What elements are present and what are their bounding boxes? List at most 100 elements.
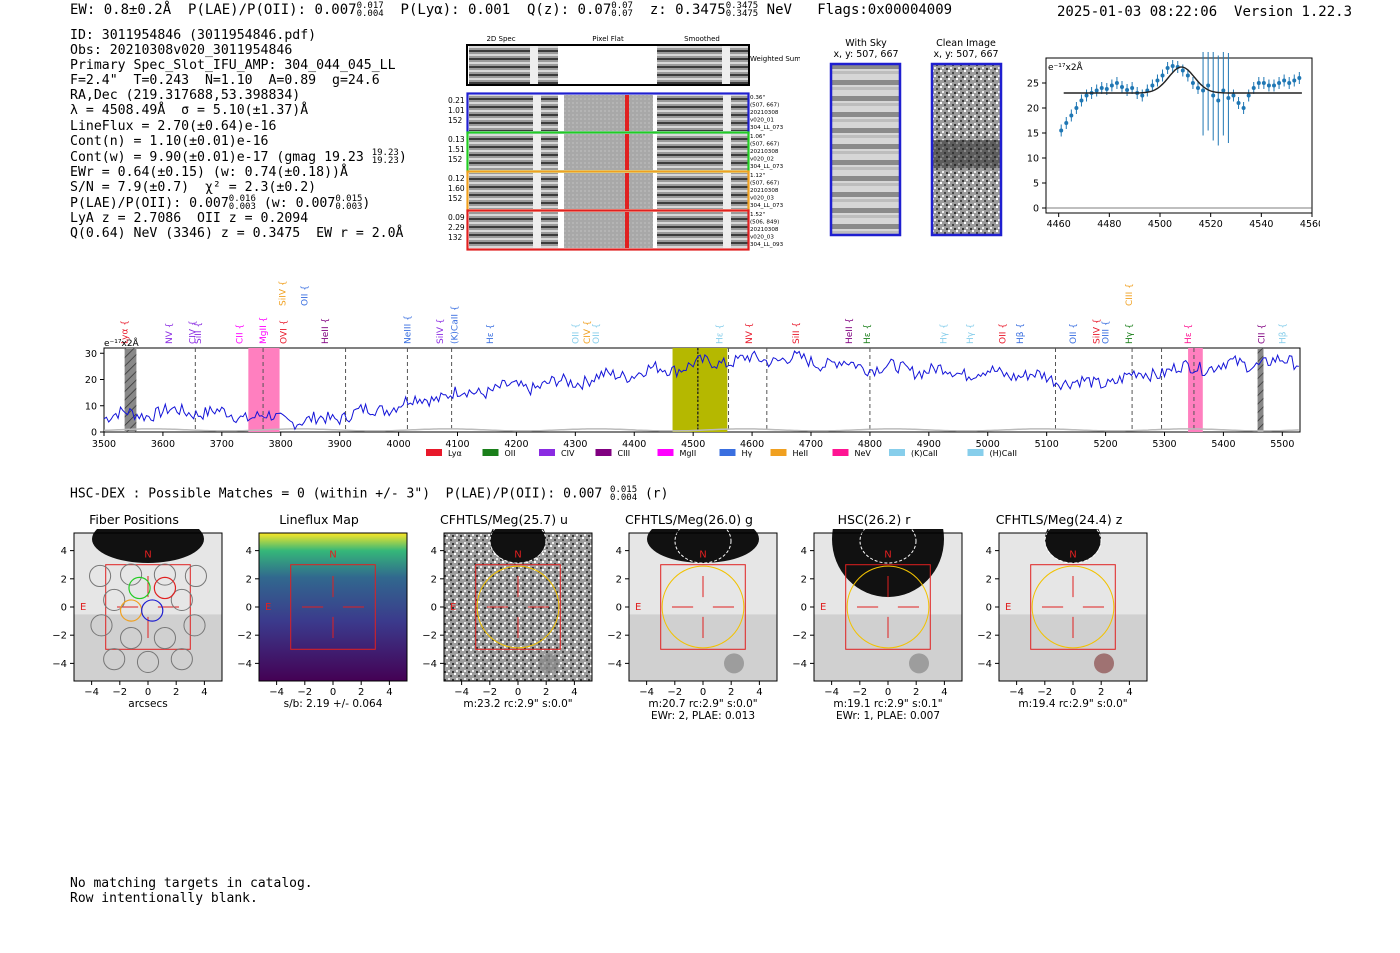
line-fit-model: [1063, 66, 1302, 94]
legend-swatch: [595, 449, 612, 456]
legend-label: OII: [505, 449, 516, 458]
spectrum-line-label: SiII {: [792, 322, 802, 344]
thumb-ytick-label: −4: [977, 659, 992, 670]
thumbnail-caption: m:23.2 rc:2.9" s:0.0": [463, 698, 572, 710]
thumb-ytick-label: 2: [246, 574, 252, 585]
legend-swatch: [967, 449, 984, 456]
sky-images: [829, 62, 1003, 237]
thumb-ytick-label: 0: [616, 603, 622, 614]
cutout-right-label: 304_LL_073: [750, 164, 784, 170]
info-lambda: λ = 4508.49Å σ = 5.10(±1.37)Å: [70, 103, 309, 119]
legend-label: (K)CaII: [911, 449, 938, 458]
plae-hi: 0.017: [356, 1, 384, 11]
thumb-xtick-label: −4: [84, 687, 99, 698]
thumb-xtick-label: 2: [358, 687, 364, 698]
thumb-ytick-label: 2: [61, 574, 67, 585]
cutout-right-label: 20210308: [750, 110, 779, 116]
thumb-ytick-label: 2: [431, 574, 437, 585]
cutout-2d: [469, 95, 558, 131]
thumbnail-caption: s/b: 2.19 +/- 0.064: [284, 698, 383, 710]
qz-hi: 0.07: [611, 1, 633, 11]
z-tail: NeV: [766, 2, 792, 18]
thumbnail-caption: m:19.1 rc:2.9" s:0.1": [833, 698, 942, 710]
search-box: [475, 564, 561, 650]
cutout-flat: [564, 95, 653, 131]
thumb-ytick-label: −4: [52, 659, 67, 670]
info-slot: Primary Spec_Slot_IFU_AMP: 304_044_045_L…: [70, 58, 396, 74]
lineflux-map: [259, 533, 407, 681]
line-fit-point: [1120, 85, 1124, 89]
info-lineflux: LineFlux = 2.70(±0.64)e-16: [70, 118, 277, 134]
thumb-ytick-label: 0: [431, 603, 437, 614]
line-fit-point: [1251, 86, 1256, 90]
timestamp: 2025-01-03 08:22:06: [1057, 4, 1218, 20]
plya-value: P(Lyα): 0.001: [400, 2, 511, 18]
cutout-smooth: [657, 134, 748, 170]
east-label: E: [450, 602, 456, 613]
thumb-xtick-label: 4: [756, 687, 762, 698]
cutout-flat: [564, 134, 653, 170]
cutout-2d: [469, 212, 558, 248]
spectra-cutouts: 2D Spec Pixel Flat Smoothed Weighted Sum…: [448, 35, 800, 251]
col-header-flat: Pixel Flat: [592, 35, 624, 43]
search-box: [845, 564, 931, 650]
thumb-xtick-label: −4: [824, 687, 839, 698]
source-aperture: [1044, 529, 1102, 564]
line-fit-point: [1246, 93, 1251, 98]
spectrum-xtick-label: 5200: [1093, 439, 1117, 450]
fiber-circle-selected: [128, 576, 151, 600]
line-fit-point: [1196, 86, 1200, 90]
cutout-right-label: v020_03: [750, 235, 774, 241]
detection-info: ID: 3011954846 (3011954846.pdf) Obs: 2021…: [70, 28, 407, 241]
spectrum-line-label: SiIV {: [436, 318, 446, 344]
spectrum-unit: e⁻¹⁷x2Å: [104, 337, 140, 349]
spectrum-line-label: Hβ {: [1278, 323, 1288, 344]
thumb-xtick-label: −4: [454, 687, 469, 698]
cutout-right-label: 20210308: [750, 188, 779, 194]
spectrum-line-label: HeII {: [321, 318, 331, 344]
thumb-ytick-label: −2: [422, 631, 437, 642]
thumb-xtick-label: 4: [386, 687, 392, 698]
spectrum-ytick-label: 10: [85, 401, 97, 412]
line-fit-point: [1287, 81, 1292, 85]
cutout-2d: [469, 173, 558, 209]
thumb-ytick-label: 2: [801, 574, 807, 585]
cutout-smooth: [657, 212, 748, 248]
thumbnail-image: N E −4 −4 −2 −2 0 0 2 2 4 4 arcsecs: [52, 529, 223, 710]
source-aperture: [674, 529, 732, 564]
version: Version 1.22.3: [1234, 4, 1353, 20]
weighted-label: Weighted Sum: [750, 55, 800, 63]
spectrum-line-label: MgII {: [259, 317, 269, 344]
thumbnail-panel: Lineflux Map N E −4 −4 −2 −2 0 0 2 2 4 4 s/b: 2.19 +/…: [229, 512, 409, 727]
with-sky-title: With Sky x, y: 507, 667: [833, 38, 899, 60]
line-fit-point: [1130, 86, 1135, 90]
east-label: E: [635, 602, 641, 613]
cutout-left-label: 0.13: [448, 135, 465, 144]
line-fit-ytick-label: 25: [1027, 79, 1039, 90]
spectrum-line-label: CIV {: [583, 320, 593, 344]
spectrum-xtick-label: 5500: [1270, 439, 1294, 450]
line-fit-point: [1114, 81, 1119, 85]
imaging-thumbnails: Fiber Positions N E −4 −4 −2 −2 0 0 2 2 4 4 arcsecs Li…: [0, 512, 1400, 727]
spectrum-line-label: OVI {: [280, 320, 290, 344]
thumb-ytick-label: −2: [977, 631, 992, 642]
spectrum-line-label: Hε {: [486, 324, 496, 344]
east-label: E: [1005, 602, 1011, 613]
legend-label: (H)CaII: [990, 449, 1017, 458]
line-fit-ytick-label: 5: [1033, 179, 1039, 190]
north-label: N: [329, 550, 336, 561]
thumbnail-caption: arcsecs: [128, 698, 167, 710]
line-fit-point: [1109, 83, 1114, 88]
flags-value: Flags:0x00004009: [817, 2, 953, 18]
search-box: [660, 564, 746, 650]
thumbnail-caption-2: EWr: 2, PLAE: 0.013: [651, 710, 755, 722]
spectrum-line-label: HeII {: [845, 318, 855, 344]
cutout-right-label: 1.06": [750, 134, 765, 140]
with-sky-image: [832, 65, 899, 234]
match-radius-circle: [661, 565, 745, 649]
spectrum-xtick-label: 5000: [976, 439, 1000, 450]
cutout-left-label: 0.09: [448, 213, 465, 222]
line-fit-point: [1221, 88, 1226, 93]
